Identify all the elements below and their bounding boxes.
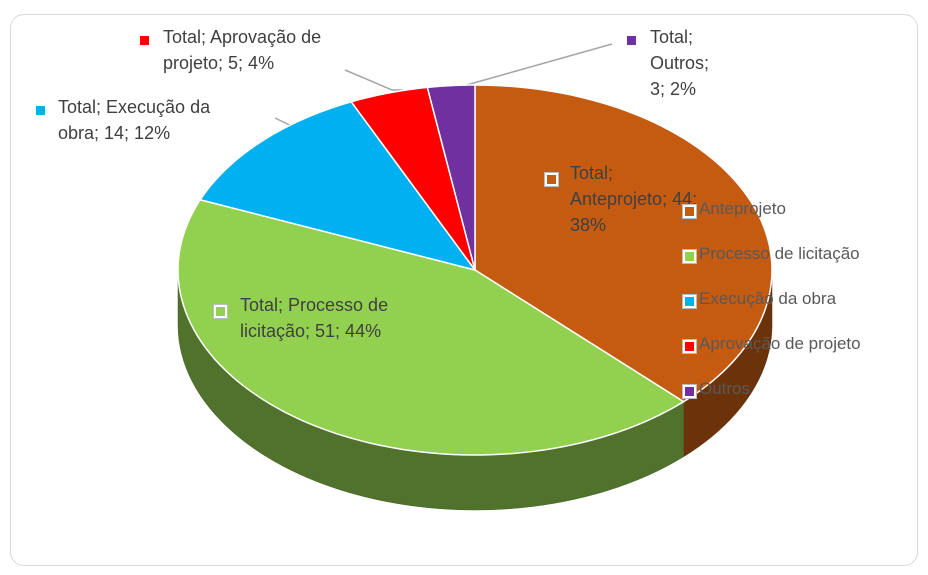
slice — [177, 198, 686, 456]
legend-label: Execução da obra — [699, 289, 837, 308]
label-key — [545, 173, 558, 186]
legend-key — [683, 385, 696, 398]
slice — [426, 84, 476, 271]
pie-top — [177, 84, 773, 456]
legend-label: Anteprojeto — [699, 199, 786, 218]
data-label: Total; Anteprojeto; 44; 38% — [570, 163, 698, 235]
leader-line — [344, 69, 402, 91]
legend-label: Processo de licitação — [699, 244, 860, 263]
label-key — [36, 106, 45, 115]
slice — [199, 100, 477, 272]
data-label: Total; Outros; 3; 2% — [650, 27, 710, 99]
label-key — [627, 36, 636, 45]
legend-label: Aprovação de projeto — [699, 334, 861, 353]
data-label: Total; Processo de licitação; 51; 44% — [240, 295, 389, 341]
data-label: Total; Execução da obra; 14; 12% — [58, 97, 211, 143]
slice — [350, 86, 476, 271]
legend-key — [683, 295, 696, 308]
data-label: Total; Aprovação de projeto; 5; 4% — [163, 27, 322, 73]
legend-key — [683, 250, 696, 263]
label-key — [214, 305, 227, 318]
legend-key — [683, 205, 696, 218]
legend-key — [683, 340, 696, 353]
slice — [474, 84, 773, 403]
leader-line — [455, 43, 613, 89]
label-key — [140, 36, 149, 45]
legend-label: Outros — [699, 379, 751, 398]
